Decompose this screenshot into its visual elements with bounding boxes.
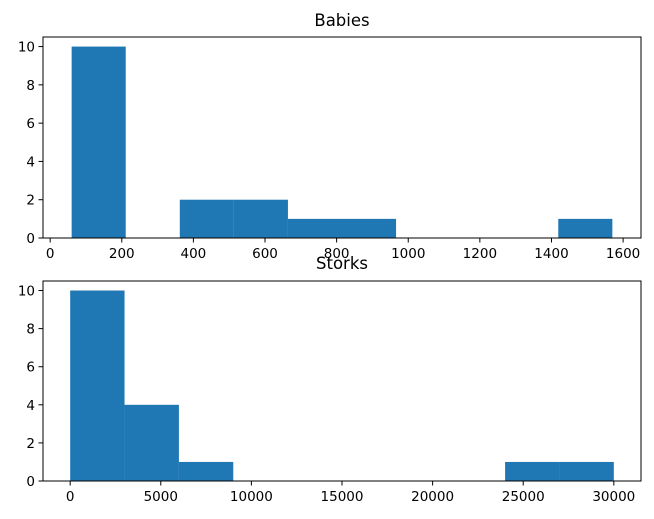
babies-y-tick-label: 0 (26, 231, 35, 247)
babies-y-tick-label: 2 (26, 193, 35, 209)
babies-x-tick-label: 0 (46, 246, 55, 262)
storks-x-tick-label: 10000 (230, 489, 273, 505)
storks-y-tick-label: 0 (26, 474, 35, 490)
babies-x-tick-label: 600 (252, 246, 278, 262)
babies-x-tick-label: 1200 (463, 246, 497, 262)
storks-bar-8 (505, 461, 560, 481)
babies-x-tick-label: 1600 (606, 246, 640, 262)
storks-x-tick-label: 15000 (321, 489, 364, 505)
storks-x-tick-label: 20000 (411, 489, 454, 505)
babies-y-tick-label: 4 (26, 154, 35, 170)
babies-bar-9 (558, 218, 613, 238)
babies-bar-0 (71, 46, 126, 238)
storks-bar-1 (124, 404, 179, 481)
babies-bar-5 (342, 218, 397, 238)
babies-y-tick-label: 10 (18, 40, 35, 56)
babies-x-tick-label: 1400 (534, 246, 568, 262)
babies-bar-3 (233, 199, 288, 238)
storks-y-axis-ticks: 0 2 4 6 8 10 (18, 284, 43, 490)
babies-bar-4 (287, 218, 342, 238)
babies-y-tick-label: 6 (26, 116, 35, 132)
storks-y-tick-label: 2 (26, 436, 35, 452)
babies-bars (71, 46, 613, 238)
babies-bar-2 (179, 199, 234, 238)
babies-x-tick-label: 200 (109, 246, 135, 262)
storks-bar-9 (559, 461, 614, 481)
storks-axes-frame (42, 280, 642, 482)
storks-y-tick-label: 6 (26, 360, 35, 376)
babies-x-tick-label: 400 (181, 246, 207, 262)
babies-y-tick-label: 8 (26, 78, 35, 94)
babies-y-axis-ticks: 0 2 4 6 8 10 (18, 40, 43, 247)
storks-bar-0 (70, 290, 125, 481)
storks-x-tick-label: 25000 (502, 489, 545, 505)
babies-histogram-panel: Babies 0 200 400 600 800 1000 1200 1400 1600 0 2 4… (18, 11, 642, 262)
storks-y-tick-label: 10 (18, 284, 35, 300)
babies-x-tick-label: 1000 (391, 246, 425, 262)
storks-x-tick-label: 5000 (144, 489, 178, 505)
storks-bar-2 (178, 461, 234, 481)
storks-y-tick-label: 4 (26, 398, 35, 414)
babies-x-tick-label: 800 (324, 246, 350, 262)
storks-bars (70, 290, 614, 481)
storks-histogram-panel: Storks 0 5000 10000 15000 20000 25000 30000 0 2… (18, 254, 642, 505)
babies-x-axis-ticks: 0 200 400 600 800 1000 1200 1400 1600 (46, 238, 640, 262)
storks-x-tick-label: 30000 (592, 489, 635, 505)
storks-x-tick-label: 0 (66, 489, 75, 505)
storks-title: Storks (316, 254, 368, 273)
storks-x-axis-ticks: 0 5000 10000 15000 20000 25000 30000 (66, 481, 635, 505)
babies-title: Babies (314, 11, 369, 30)
babies-axes-frame (42, 36, 642, 239)
storks-y-tick-label: 8 (26, 322, 35, 338)
